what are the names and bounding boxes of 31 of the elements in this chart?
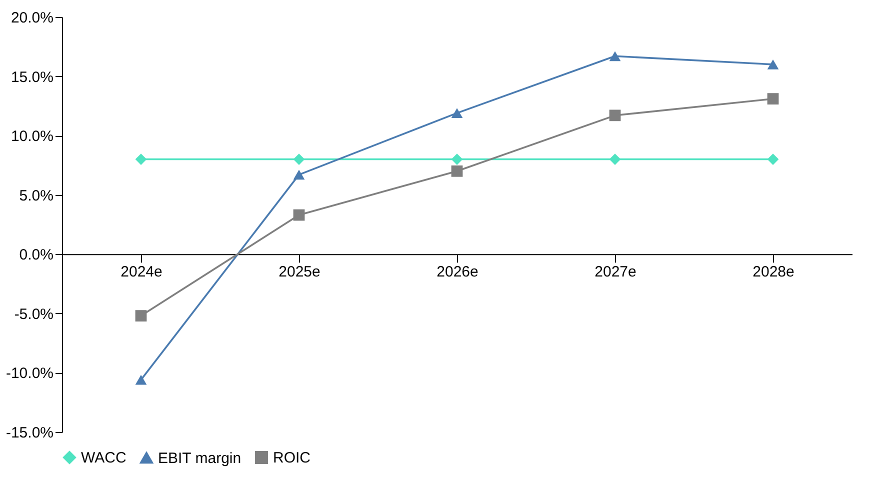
y-tick-label: 5.0% xyxy=(19,187,54,204)
point xyxy=(293,209,305,221)
point xyxy=(609,51,621,62)
legend-label: EBIT margin xyxy=(158,450,242,467)
y-tick-label: 0.0% xyxy=(19,246,54,264)
point xyxy=(609,154,621,165)
x-tick-label: 2024e xyxy=(120,264,162,281)
x-tick-label: 2026e xyxy=(436,264,478,281)
point xyxy=(451,154,463,165)
x-tick-label: 2028e xyxy=(752,264,794,281)
point xyxy=(767,59,779,70)
point xyxy=(135,374,147,385)
x-tick-label: 2025e xyxy=(278,264,320,281)
point xyxy=(767,154,779,165)
legend-label: WACC xyxy=(81,450,126,467)
point xyxy=(609,110,621,122)
legend-label: ROIC xyxy=(273,450,311,467)
point xyxy=(293,154,305,165)
x-tick-label: 2027e xyxy=(594,264,636,281)
y-tick-label: -10.0% xyxy=(6,365,54,382)
point xyxy=(767,93,779,105)
y-tick-label: 20.0% xyxy=(10,10,54,26)
y-tick-label: 10.0% xyxy=(10,128,54,146)
y-tick-label: 15.0% xyxy=(10,68,54,86)
y-tick-label: -5.0% xyxy=(14,306,54,323)
point xyxy=(293,170,305,180)
point xyxy=(451,108,463,118)
point xyxy=(451,165,463,177)
point xyxy=(135,310,147,322)
y-tick-label: -15.0% xyxy=(6,424,54,442)
point xyxy=(135,154,147,165)
